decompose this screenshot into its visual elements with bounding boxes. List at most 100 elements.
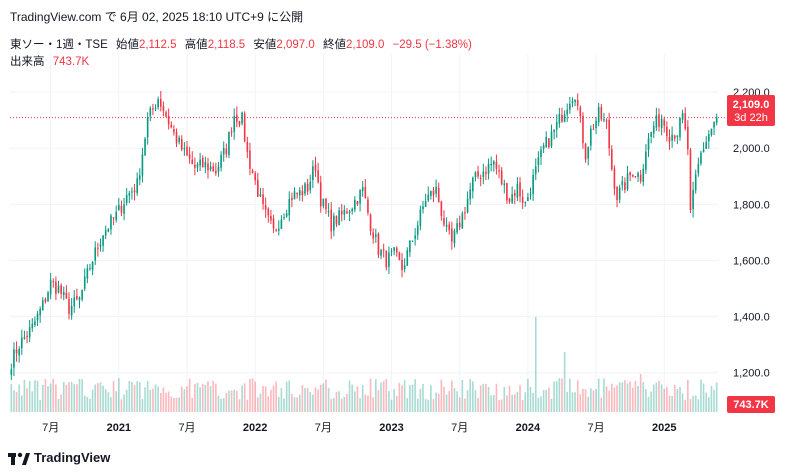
candle-body: [474, 172, 477, 178]
volume-bar: [642, 382, 645, 412]
candle-body: [374, 234, 377, 237]
candle-body: [118, 204, 120, 211]
volume-bar: [330, 398, 333, 412]
candle-body: [28, 327, 31, 338]
candle-body: [317, 170, 319, 183]
volume-bars: [10, 317, 718, 412]
candle-body: [608, 119, 610, 149]
candle-body: [390, 251, 393, 253]
candle-body: [138, 175, 141, 180]
volume-bar: [249, 379, 251, 412]
volume-bar: [359, 398, 361, 412]
candle-body: [348, 211, 351, 213]
candle-body: [508, 198, 511, 202]
volume-bar: [327, 387, 330, 412]
volume-bar: [335, 391, 338, 412]
volume-bar: [684, 399, 687, 412]
volume-bar: [377, 390, 380, 412]
volume-bar: [613, 387, 616, 412]
candle-body: [666, 126, 668, 137]
volume-bar: [180, 386, 183, 412]
candle-body: [571, 101, 574, 104]
candle-body: [99, 244, 102, 247]
candle-body: [73, 297, 76, 307]
candle-body: [616, 186, 618, 201]
volume-bar: [13, 390, 15, 412]
volume-bar: [62, 382, 65, 412]
candle-body: [86, 268, 89, 279]
candle-body: [603, 119, 605, 121]
volume-bar: [369, 378, 372, 412]
volume-bar: [304, 387, 306, 412]
volume-bar: [631, 387, 634, 412]
candle-body: [225, 148, 228, 155]
last-price-tag: 2,109.0 3d 22h: [727, 95, 775, 126]
volume-bar: [243, 383, 246, 412]
candle-body: [354, 199, 356, 210]
candle-body: [464, 212, 466, 214]
candle-body: [668, 137, 671, 142]
volume-bar: [280, 388, 283, 412]
volume-bar: [458, 397, 461, 412]
volume-bar: [325, 379, 327, 412]
volume-bar: [89, 398, 91, 412]
candle-body: [361, 187, 364, 192]
candle-body: [590, 128, 592, 146]
candle-body: [44, 298, 47, 302]
y-tick-label: 1,400.0: [733, 312, 770, 324]
volume-bar: [83, 395, 86, 412]
candle-body: [679, 117, 681, 138]
close-value: 2,109.0: [345, 39, 385, 51]
candle-body: [419, 209, 422, 226]
volume-bar: [681, 393, 684, 412]
volume-bar: [372, 397, 374, 412]
candle-body: [529, 194, 532, 196]
volume-bar: [563, 352, 566, 412]
candle-body: [312, 166, 314, 181]
candle-body: [713, 122, 715, 128]
candle-body: [243, 113, 246, 142]
volume-bar: [700, 379, 702, 412]
volume-bar: [306, 387, 309, 412]
symbol-title[interactable]: 東ソー・1週・TSE: [10, 39, 108, 51]
volume-bar: [312, 394, 314, 412]
volume-bar: [301, 385, 304, 412]
candle-body: [705, 142, 708, 149]
x-tick-label: 7月: [451, 422, 468, 434]
candle-body: [191, 159, 194, 165]
candle-body: [566, 109, 569, 115]
volume-bar: [204, 385, 207, 412]
volume-bar: [26, 388, 28, 412]
volume-bar: [558, 378, 561, 412]
bar-countdown: 3d 22h: [734, 112, 768, 124]
volume-bar: [293, 397, 296, 412]
candle-body: [469, 189, 472, 200]
candle-body: [141, 154, 144, 176]
volume-bar: [322, 383, 325, 412]
volume-bar: [548, 387, 550, 412]
candle-body: [466, 198, 469, 213]
volume-bar: [196, 382, 199, 412]
volume-bar: [506, 395, 508, 412]
candle-body: [516, 184, 519, 198]
volume-bar: [149, 389, 152, 412]
candle-body: [519, 182, 521, 197]
volume-bar: [524, 392, 527, 412]
volume-bar: [333, 398, 335, 412]
volume-bar: [152, 388, 154, 412]
volume-bar: [317, 389, 319, 412]
volume-bar: [650, 391, 652, 412]
candle-body: [170, 124, 173, 128]
candle-body: [285, 213, 288, 217]
candle-body: [647, 138, 650, 151]
candle-body: [60, 285, 62, 294]
volume-bar: [516, 391, 519, 412]
candle-body: [479, 178, 482, 180]
candle-body: [579, 107, 582, 117]
volume-bar: [259, 393, 262, 412]
candle-body: [34, 321, 36, 326]
volume-bar: [346, 393, 348, 412]
volume-bar: [183, 389, 186, 412]
tradingview-footer[interactable]: TradingView: [8, 450, 110, 465]
